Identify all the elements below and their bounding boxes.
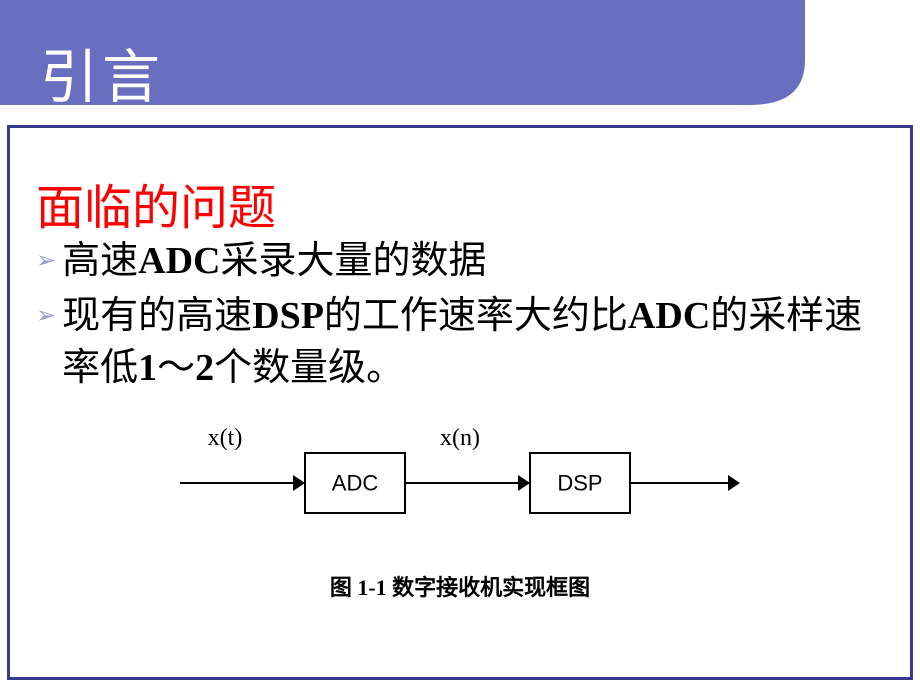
caption-number: 1-1 [357,575,386,600]
bullet-arrow-icon: ➢ [36,301,56,330]
bullet-list: ➢高速ADC采录大量的数据➢现有的高速DSP的工作速率大约比ADC的采样速率低1… [36,236,886,398]
bullet-text: 现有的高速DSP的工作速率大约比ADC的采样速率低1～2个数量级。 [62,291,886,394]
bullet-text: 高速ADC采录大量的数据 [62,236,486,287]
title-banner: 引言 [0,0,920,115]
subtitle: 面临的问题 [36,168,276,238]
caption-suffix: 数字接收机实现框图 [387,575,591,600]
block-diagram: ADC DSP x(t) x(n) [160,423,760,553]
slide-title: 引言 [40,30,164,114]
block-diagram-svg: ADC DSP x(t) x(n) [160,423,760,533]
svg-text:x(t): x(t) [208,425,243,451]
svg-text:DSP: DSP [557,471,602,496]
svg-text:ADC: ADC [332,471,379,496]
bullet-item: ➢高速ADC采录大量的数据 [36,236,886,287]
bullet-item: ➢现有的高速DSP的工作速率大约比ADC的采样速率低1～2个数量级。 [36,291,886,394]
caption-prefix: 图 [330,575,358,600]
bullet-arrow-icon: ➢ [36,246,56,275]
figure-caption: 图 1-1 数字接收机实现框图 [10,570,910,602]
slide: 引言 面临的问题 ➢高速ADC采录大量的数据➢现有的高速DSP的工作速率大约比A… [0,0,920,690]
content-area: 面临的问题 ➢高速ADC采录大量的数据➢现有的高速DSP的工作速率大约比ADC的… [7,125,913,680]
banner-curve-icon [620,0,920,115]
svg-text:x(n): x(n) [440,425,480,451]
banner-cutout [0,105,750,115]
